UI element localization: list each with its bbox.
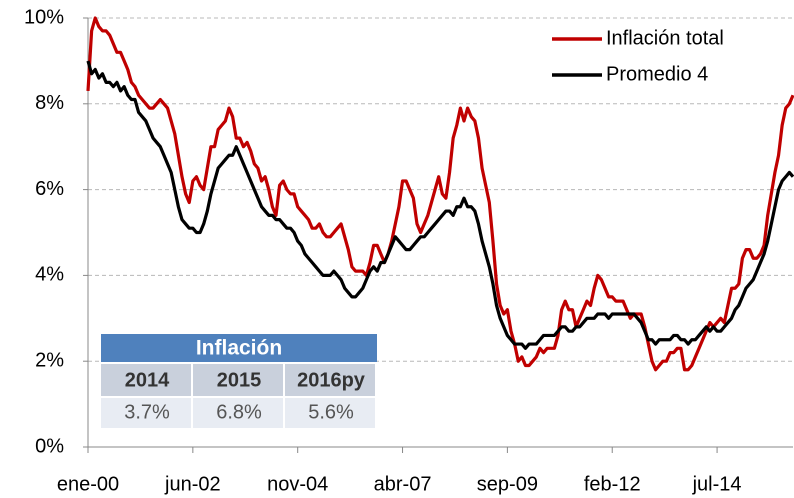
y-tick-label: 0% (35, 435, 64, 457)
x-tick-label: feb-12 (584, 473, 641, 495)
x-tick-label: ene-00 (57, 473, 119, 495)
y-tick-label: 6% (35, 178, 64, 200)
table-column: 2016py (297, 369, 366, 391)
table-column: 2014 (125, 369, 170, 391)
table-column: 2015 (217, 369, 262, 391)
legend-label: Inflación total (606, 27, 724, 49)
table-title: Inflación (196, 337, 282, 360)
table-cell: 3.7% (124, 401, 170, 423)
x-tick-label: jun-02 (164, 473, 221, 495)
table-cell-bg (101, 398, 191, 428)
table-cell-bg (285, 398, 375, 428)
x-tick-label: abr-07 (374, 473, 432, 495)
table-column-bg (193, 364, 283, 396)
table-cell: 6.8% (216, 401, 262, 423)
table-cell: 5.6% (308, 401, 354, 423)
y-tick-label: 4% (35, 264, 64, 286)
table-cell-bg (193, 398, 283, 428)
series-line (86, 16, 794, 372)
series-line (86, 60, 794, 350)
table-column-bg (285, 364, 375, 396)
y-tick-label: 2% (35, 349, 64, 371)
table-header-bg (101, 334, 377, 362)
y-tick-label: 10% (24, 6, 64, 28)
x-tick-label: nov-04 (267, 473, 328, 495)
x-tick-label: sep-09 (477, 473, 538, 495)
legend-label: Promedio 4 (606, 63, 708, 85)
table-column-bg (101, 364, 191, 396)
x-tick-label: jul-14 (692, 473, 742, 495)
y-tick-label: 8% (35, 92, 64, 114)
